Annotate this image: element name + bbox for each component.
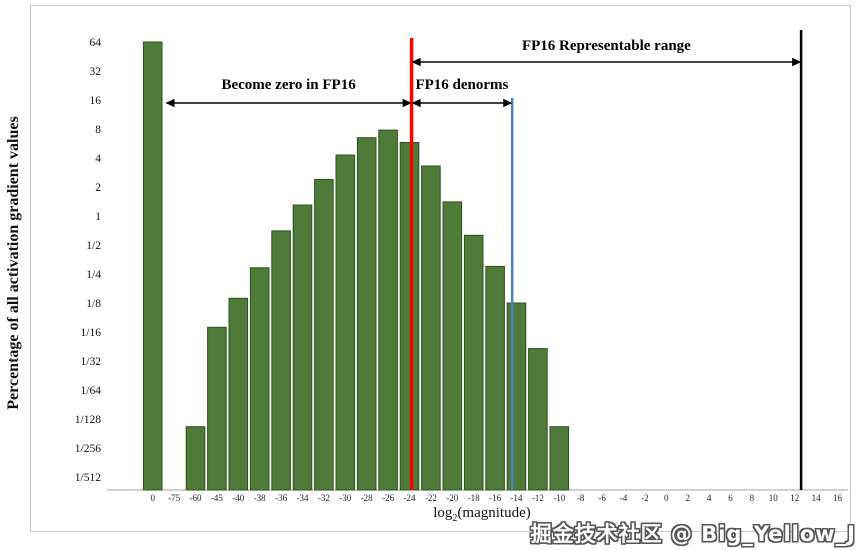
x-tick-label: 6	[728, 493, 733, 503]
histogram-bar	[185, 426, 206, 491]
annotation-label: FP16 Representable range	[522, 38, 691, 54]
y-tick-label: 64	[90, 37, 102, 49]
x-tick-label: -75	[168, 493, 180, 503]
watermark: 掘金技术社区 @ Big_Yellow_J	[530, 522, 856, 546]
x-tick-label: 4	[707, 493, 712, 503]
x-tick-label: -34	[297, 493, 309, 503]
x-tick-label: 12	[790, 493, 799, 503]
x-tick-label: 16	[833, 493, 843, 503]
x-tick-label: -2	[641, 493, 649, 503]
histogram-bar	[228, 297, 249, 491]
y-tick-label: 1	[95, 211, 101, 223]
x-tick-label: -4	[620, 493, 628, 503]
x-axis-title-post: (magnitude)	[457, 505, 531, 521]
histogram-bar	[463, 234, 484, 491]
y-tick-label: 32	[90, 66, 102, 78]
y-tick-label: 1/128	[75, 414, 101, 426]
y-tick-label: 2	[95, 182, 101, 194]
histogram-bar	[314, 178, 334, 491]
y-tick-label: 8	[95, 124, 101, 136]
arrowhead-icon	[165, 98, 175, 108]
histogram-bar	[271, 230, 291, 491]
x-tick-label: 2	[685, 493, 690, 503]
arrowhead-icon	[402, 98, 412, 108]
x-tick-label: 0	[664, 493, 669, 503]
x-tick-label: -6	[598, 493, 606, 503]
arrowhead-icon	[503, 98, 513, 108]
histogram-bar	[549, 426, 570, 491]
x-tick-label: -28	[361, 493, 373, 503]
x-tick-label: 10	[769, 493, 779, 503]
annotation-label: Become zero in FP16	[221, 77, 356, 93]
x-tick-label: -40	[232, 493, 244, 503]
histogram-bar	[485, 265, 505, 491]
x-tick-label: -8	[577, 493, 585, 503]
histogram-bar	[506, 302, 527, 491]
x-tick-label: -30	[339, 493, 351, 503]
y-tick-label: 1/512	[75, 472, 101, 484]
arrowhead-icon	[792, 57, 802, 67]
x-tick-label: -18	[468, 493, 480, 503]
arrowhead-icon	[411, 57, 421, 67]
y-tick-label: 1/64	[81, 385, 102, 397]
histogram-bar	[292, 204, 313, 491]
histogram-bar	[528, 348, 548, 491]
x-tick-label: -16	[489, 493, 501, 503]
y-tick-label: 1/256	[75, 443, 101, 455]
x-tick-label: -45	[211, 493, 223, 503]
x-tick-label: -10	[553, 493, 565, 503]
y-tick-label: 4	[95, 153, 101, 165]
histogram-bar	[399, 142, 420, 491]
x-tick-label: -20	[446, 493, 458, 503]
x-tick-label: 0	[150, 493, 155, 503]
x-tick-label: -14	[511, 493, 523, 503]
histogram-bar	[378, 129, 398, 491]
x-tick-label: -22	[425, 493, 437, 503]
arrowhead-icon	[411, 98, 421, 108]
y-tick-label: 1/8	[86, 298, 101, 310]
x-tick-label: -38	[254, 493, 266, 503]
y-tick-label: 16	[90, 95, 102, 107]
histogram-bar	[207, 326, 227, 491]
x-tick-label: 8	[750, 493, 755, 503]
histogram-bar	[249, 267, 270, 491]
x-axis-title-sub: 2	[452, 513, 458, 524]
x-axis-title-pre: log	[433, 505, 453, 521]
annotation-label: FP16 denorms	[415, 77, 508, 93]
x-tick-label: -24	[404, 493, 416, 503]
y-tick-label: 1/16	[81, 327, 102, 339]
histogram-bar	[356, 137, 377, 491]
histogram-bar	[142, 41, 163, 491]
plot-frame	[30, 5, 851, 532]
y-tick-label: 1/32	[81, 356, 102, 368]
histogram-bar	[442, 201, 463, 491]
x-tick-label: -36	[275, 493, 287, 503]
histogram-bar	[335, 154, 356, 491]
x-tick-label: 14	[812, 493, 822, 503]
x-tick-label: -32	[318, 493, 330, 503]
histogram-bar	[421, 165, 441, 491]
y-tick-label: 1/2	[86, 240, 101, 252]
x-tick-label: -26	[382, 493, 394, 503]
x-tick-label: -12	[532, 493, 544, 503]
y-tick-label: 1/4	[86, 269, 101, 281]
x-tick-label: -60	[190, 493, 202, 503]
x-axis-title: log2(magnitude)	[433, 505, 530, 524]
